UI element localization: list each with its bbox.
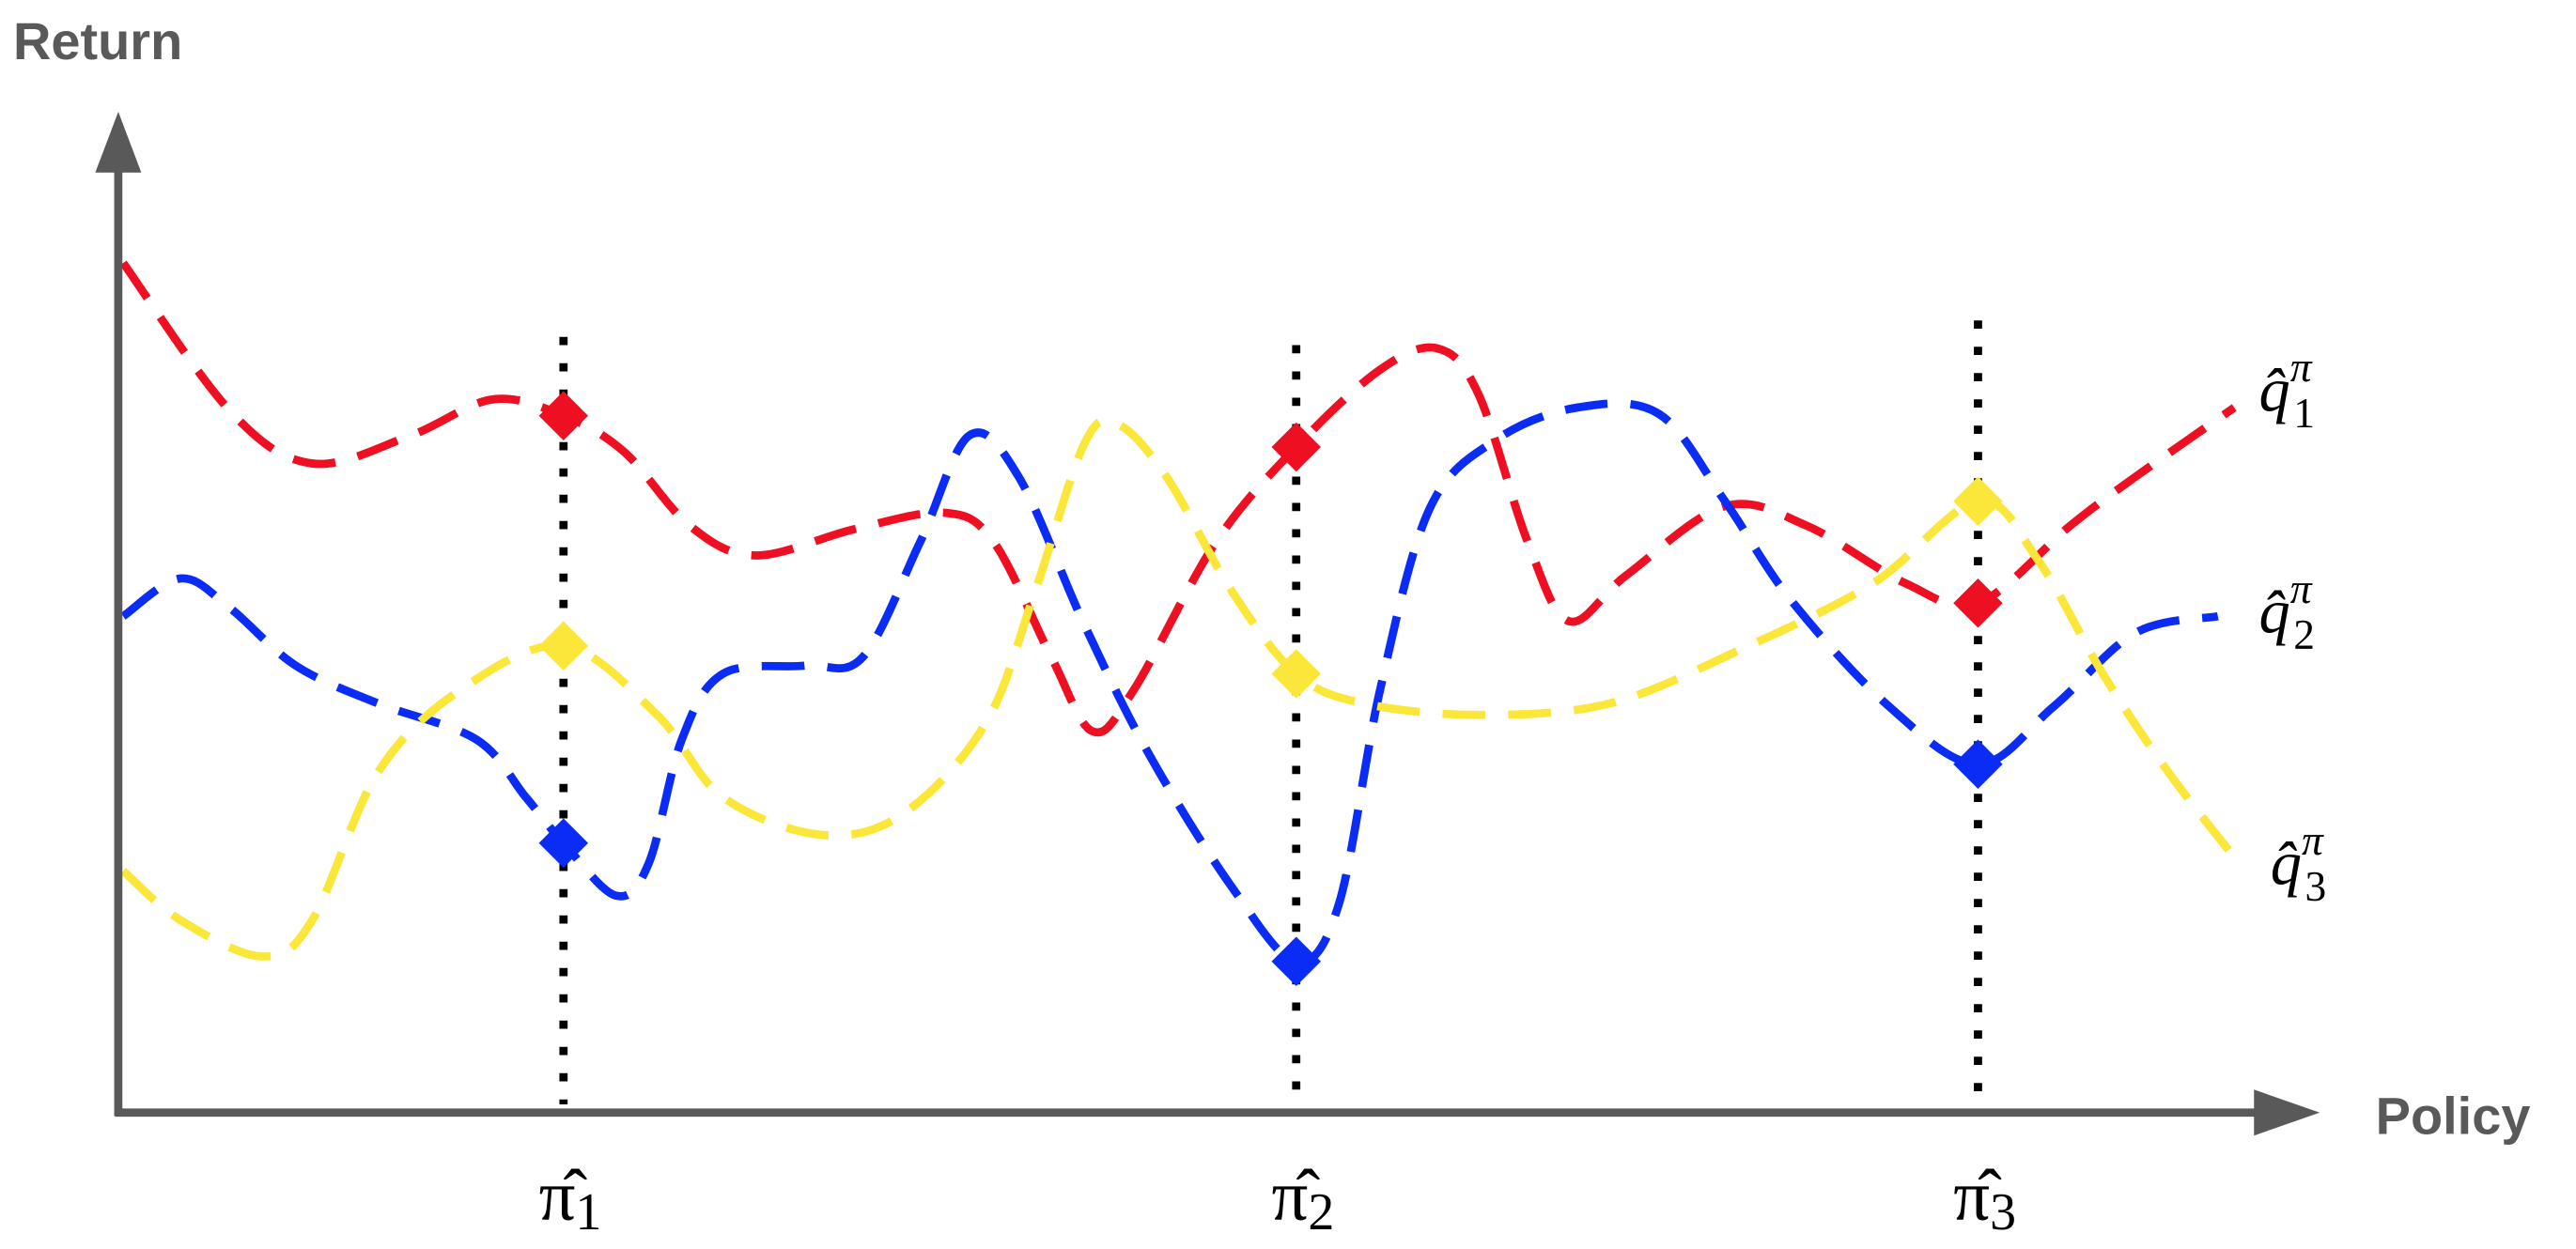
diamond [538,621,589,671]
y-arrow [95,112,142,173]
diamond [1271,936,1321,986]
symbol: q̂ [2258,578,2289,647]
superscript: π [2290,343,2313,391]
y-axis-title: Return [13,11,182,70]
diamond [1953,476,2003,526]
curve-label: q̂π 2 [2258,564,2314,658]
curve-q3 [120,416,2246,961]
curve-q2 [120,399,2219,966]
x-arrow [2254,1089,2320,1136]
diamond [1271,422,1321,472]
superscript: π [2290,564,2313,612]
subscript: 2 [2293,610,2315,658]
axes [95,112,2320,1136]
policy-labels: π̂1 π̂2 π̂3 [539,1154,2016,1241]
diamond [1953,739,2003,789]
diamond [538,818,589,868]
subscript: 3 [2304,862,2326,910]
superscript: π [2302,816,2324,864]
subscript: 1 [2293,389,2315,437]
curve-labels: q̂π 1 q̂π 2 q̂π 3 [2258,343,2326,910]
policy-label: π̂1 [539,1154,602,1241]
policy-lines [559,320,1982,1104]
symbol: q̂ [2271,829,2302,898]
diamond [538,391,589,440]
symbol: q̂ [2258,356,2289,424]
diamond [1953,578,2003,628]
subscript: 1 [575,1183,601,1241]
curve-label: q̂π 3 [2271,816,2326,910]
policy-label: π̂2 [1272,1154,1335,1241]
x-axis-title: Policy [2376,1086,2531,1145]
policy-label: π̂3 [1953,1154,2016,1241]
curve-label: q̂π 1 [2258,343,2314,437]
subscript: 2 [1308,1183,1334,1241]
diamond [1271,649,1321,699]
subscript: 3 [1990,1183,2016,1241]
markers [538,391,2003,986]
